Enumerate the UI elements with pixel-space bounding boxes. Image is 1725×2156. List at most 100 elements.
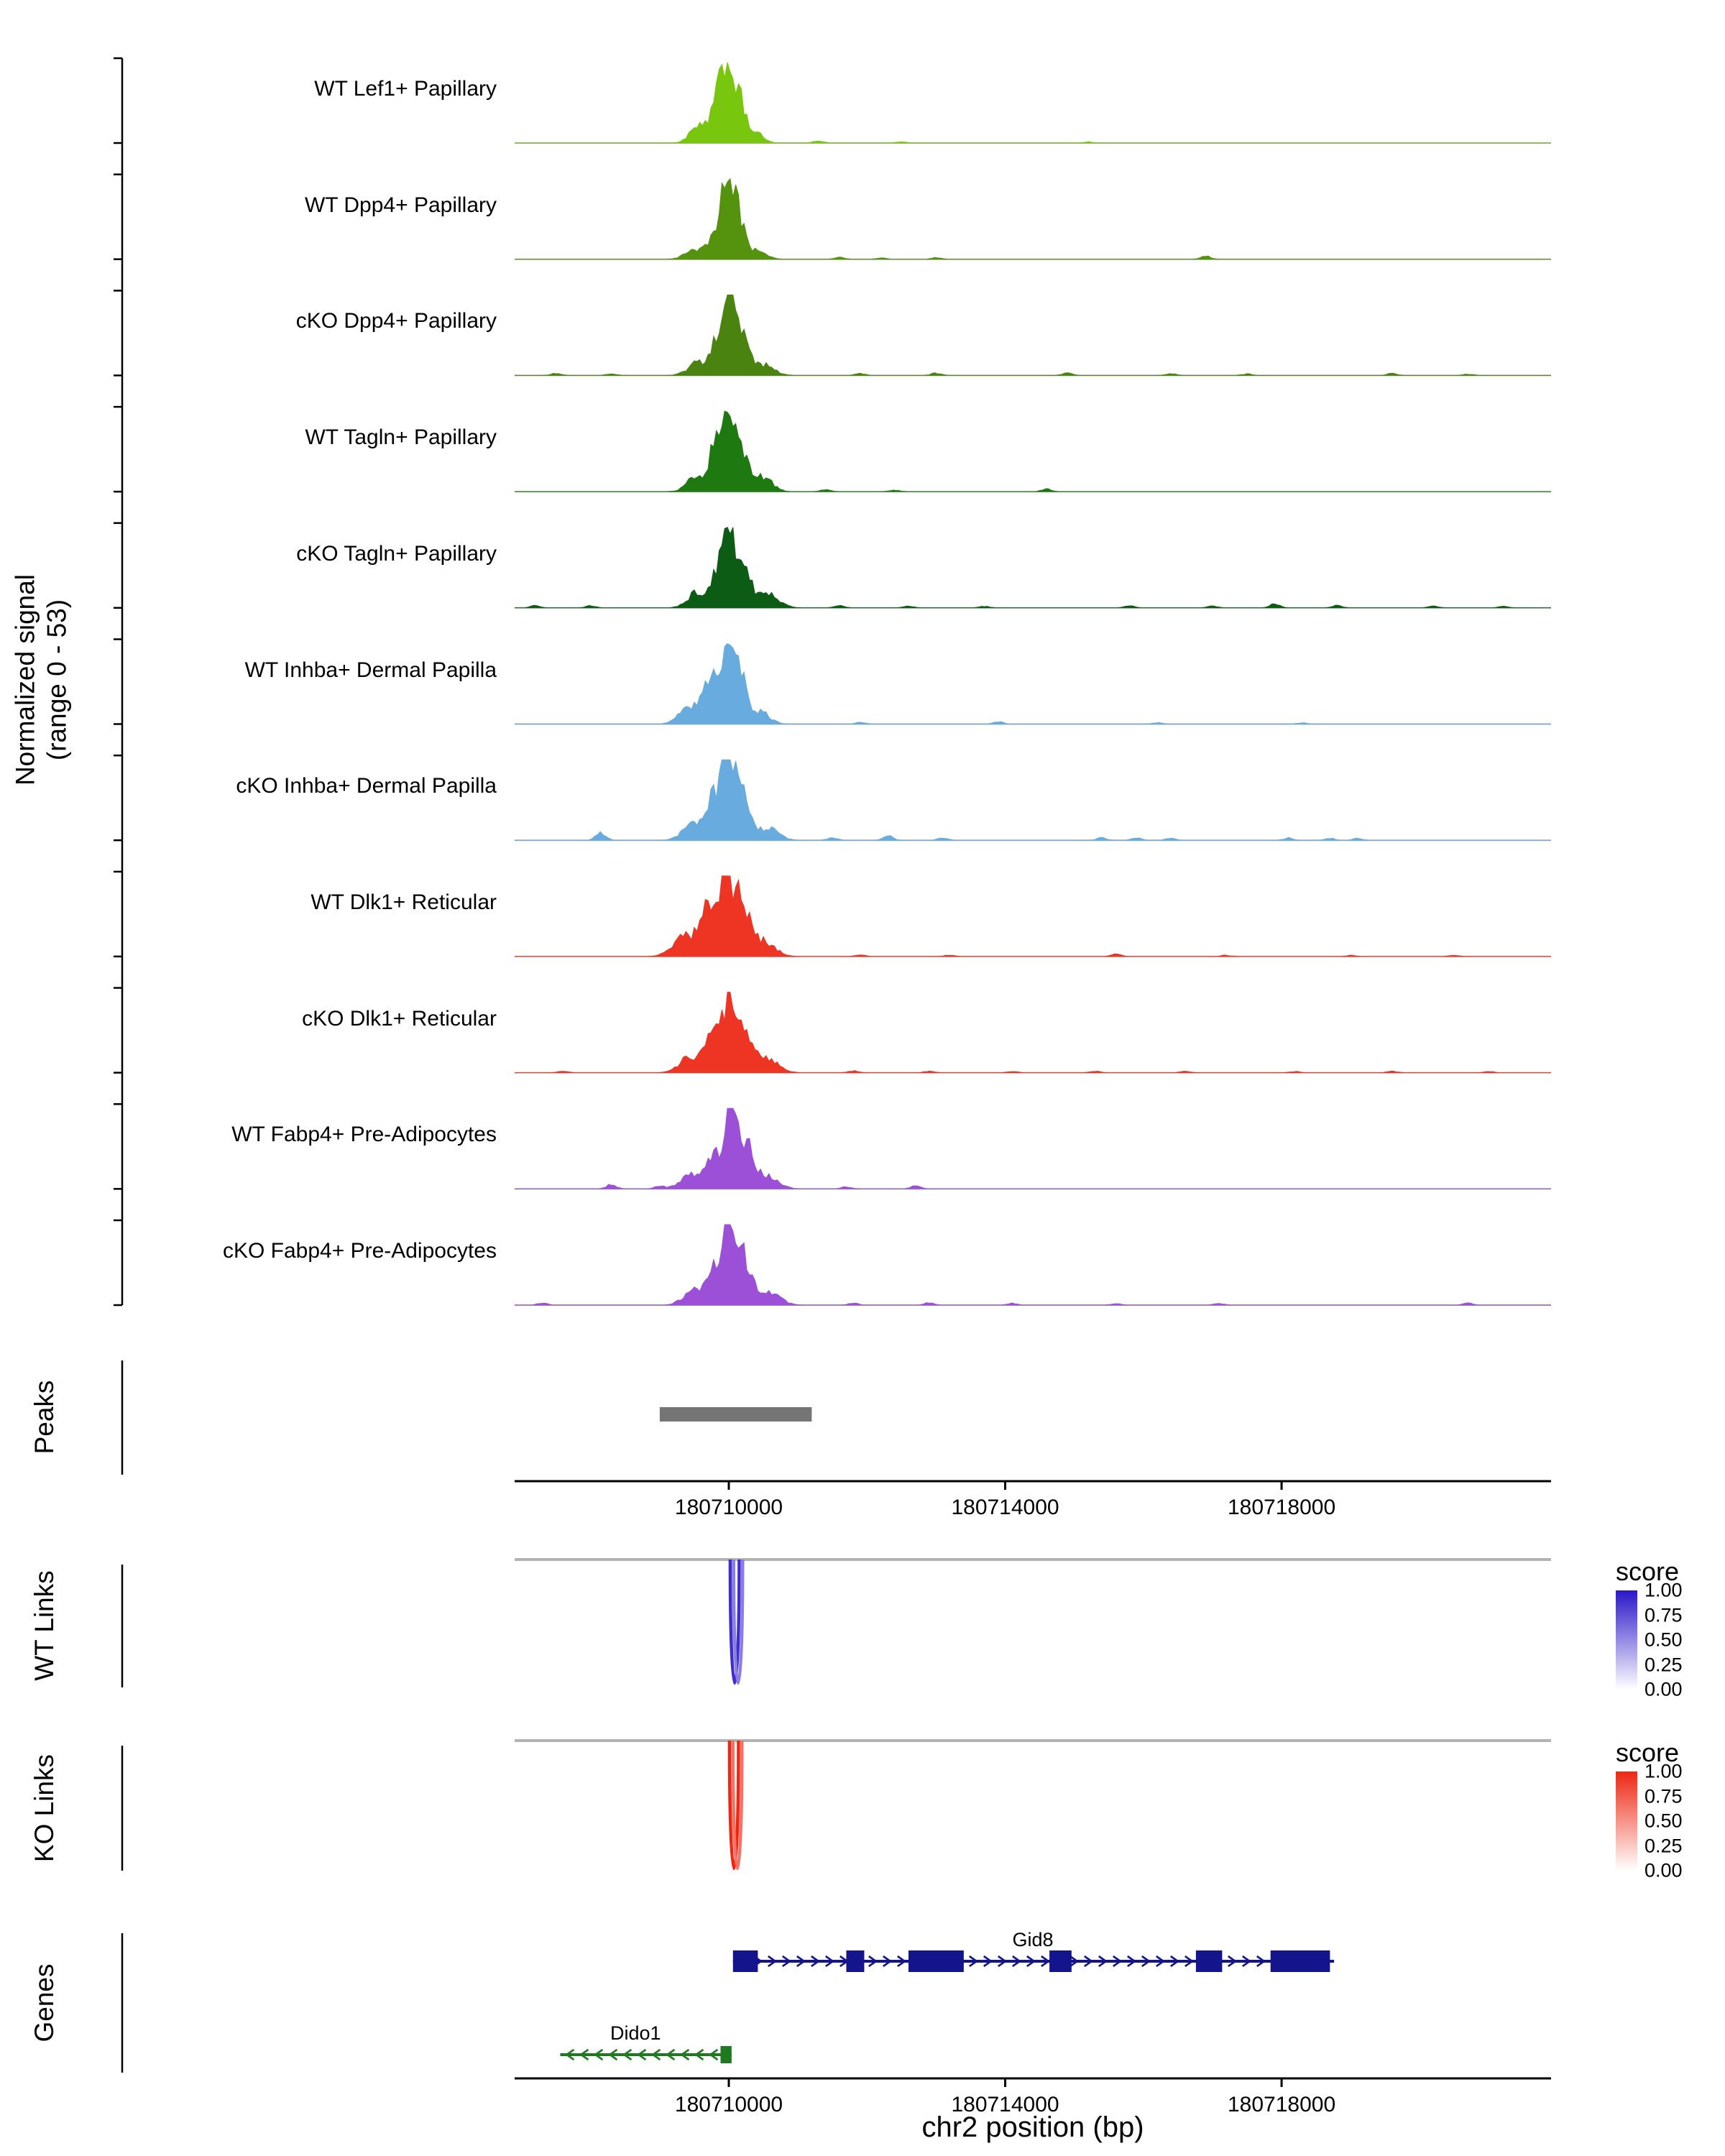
y-axis-title-line1: Normalized signal: [10, 573, 40, 786]
coverage-track-3: [515, 410, 1551, 492]
coverage-track-10: [515, 1224, 1551, 1306]
gene-strand-arrow-icon: [1170, 1955, 1180, 1968]
track-label-8: cKO Dlk1+ Reticular: [302, 1006, 497, 1031]
ko-score-legend-gradient-bar: [1616, 1772, 1637, 1871]
gene-strand-arrow-icon: [709, 2048, 719, 2061]
peak-bar: [659, 1407, 812, 1422]
gene-strand-arrow-icon: [1026, 1955, 1036, 1968]
gene-label-0: Gid8: [1012, 1929, 1054, 1950]
gene-strand-arrow-icon: [622, 2048, 632, 2061]
y-axis-title-line2: (range 0 - 53): [42, 599, 72, 761]
wt-score-legend-tick-label: 0.00: [1644, 1678, 1683, 1700]
wt-link-arc-1: [732, 1559, 745, 1685]
gene-exon: [720, 2046, 732, 2063]
gene-strand-arrow-icon: [680, 2048, 690, 2061]
gene-strand-arrow-icon: [1127, 1955, 1137, 1968]
wt-score-legend-tick-label: 0.75: [1644, 1604, 1683, 1626]
wt-link-arc-0: [728, 1559, 741, 1685]
gene-strand-arrow-icon: [1070, 1955, 1080, 1968]
wt-score-legend-tick-label: 0.50: [1644, 1628, 1683, 1651]
gene-strand-arrow-icon: [998, 1955, 1008, 1968]
coverage-track-9: [515, 1107, 1551, 1189]
wt-score-legend-gradient-bar: [1616, 1590, 1637, 1690]
section-label-genes: Genes: [29, 1963, 59, 2042]
gene-strand-arrow-icon: [868, 1955, 878, 1968]
gene-strand-arrow-icon: [579, 2048, 589, 2061]
gene-strand-arrow-icon: [666, 2048, 676, 2061]
wt-score-legend-tick-label: 1.00: [1644, 1579, 1683, 1601]
gene-label-1: Dido1: [610, 2022, 661, 2044]
coverage-track-5: [515, 642, 1551, 724]
ko-score-legend-tick-label: 0.00: [1644, 1859, 1683, 1881]
ko-link-arc-1: [731, 1740, 744, 1870]
track-label-1: WT Dpp4+ Papillary: [304, 193, 497, 217]
gene-strand-arrow-icon: [594, 2048, 604, 2061]
gene-strand-arrow-icon: [1256, 1955, 1266, 1968]
section-label-peaks: Peaks: [29, 1380, 59, 1455]
gene-exon: [1049, 1950, 1072, 1972]
track-label-3: WT Tagln+ Papillary: [305, 425, 497, 450]
coverage-track-4: [515, 527, 1551, 609]
gene-exon: [1270, 1950, 1330, 1972]
gene-strand-arrow-icon: [768, 1955, 778, 1968]
ko-score-legend-title: score: [1616, 1738, 1680, 1767]
gene-strand-arrow-icon: [897, 1955, 907, 1968]
gene-exon: [908, 1950, 964, 1972]
axis-tick-label: 180710000: [674, 2093, 783, 2116]
gene-strand-arrow-icon: [782, 1955, 792, 1968]
gene-strand-arrow-icon: [694, 2048, 704, 2061]
gene-strand-arrow-icon: [1012, 1955, 1022, 1968]
ko-score-legend-tick-label: 1.00: [1644, 1760, 1683, 1782]
gene-strand-arrow-icon: [1041, 1955, 1051, 1968]
axis-tick-label: 180710000: [674, 1496, 783, 1519]
axis-tick-label: 180718000: [1227, 2093, 1336, 2116]
track-label-5: WT Inhba+ Dermal Papilla: [244, 658, 497, 682]
gene-strand-arrow-icon: [796, 1955, 806, 1968]
section-label-wt-links: WT Links: [29, 1570, 59, 1681]
coverage-track-1: [515, 178, 1551, 260]
coverage-track-8: [515, 992, 1551, 1074]
gene-strand-arrow-icon: [651, 2048, 661, 2061]
ko-score-legend-tick-label: 0.25: [1644, 1835, 1683, 1856]
track-label-6: cKO Inhba+ Dermal Papilla: [236, 774, 497, 798]
gene-exon: [732, 1950, 758, 1972]
track-label-10: cKO Fabp4+ Pre-Adipocytes: [222, 1239, 497, 1263]
gene-strand-arrow-icon: [1084, 1955, 1094, 1968]
ko-link-arc-0: [727, 1740, 740, 1870]
gene-strand-arrow-icon: [1242, 1955, 1252, 1968]
gene-strand-arrow-icon: [1228, 1955, 1238, 1968]
coverage-track-7: [515, 875, 1551, 957]
gene-exon: [1195, 1950, 1223, 1972]
track-label-0: WT Lef1+ Papillary: [314, 77, 497, 101]
gene-strand-arrow-icon: [637, 2048, 647, 2061]
section-label-ko-links: KO Links: [29, 1754, 59, 1863]
axis-tick-label: 180714000: [951, 2093, 1059, 2116]
axis-tick-label: 180714000: [951, 1496, 1059, 1519]
x-axis-label: chr2 position (bp): [921, 2111, 1144, 2143]
gene-strand-arrow-icon: [825, 1955, 835, 1968]
gene-strand-arrow-icon: [608, 2048, 618, 2061]
y-axis-title: Normalized signal (range 0 - 53): [10, 574, 74, 786]
gene-strand-arrow-icon: [1141, 1955, 1151, 1968]
track-label-2: cKO Dpp4+ Papillary: [295, 309, 497, 333]
ko-score-legend-tick-label: 0.75: [1644, 1785, 1683, 1807]
gene-strand-arrow-icon: [1113, 1955, 1123, 1968]
ko-score-legend-tick-label: 0.50: [1644, 1810, 1683, 1832]
gene-strand-arrow-icon: [565, 2048, 575, 2061]
coverage-track-2: [515, 294, 1551, 376]
gene-strand-arrow-icon: [969, 1955, 979, 1968]
coverage-track-0: [515, 62, 1551, 144]
track-label-4: cKO Tagln+ Papillary: [296, 541, 497, 566]
gene-exon: [846, 1950, 865, 1972]
coverage-track-6: [515, 759, 1551, 841]
track-label-7: WT Dlk1+ Reticular: [310, 890, 497, 914]
axis-tick-label: 180718000: [1227, 1496, 1336, 1519]
gene-strand-arrow-icon: [1156, 1955, 1166, 1968]
wt-score-legend-title: score: [1616, 1557, 1680, 1586]
gene-strand-arrow-icon: [811, 1955, 821, 1968]
wt-score-legend-tick-label: 0.25: [1644, 1654, 1683, 1675]
gene-strand-arrow-icon: [1098, 1955, 1108, 1968]
gene-strand-arrow-icon: [983, 1955, 993, 1968]
